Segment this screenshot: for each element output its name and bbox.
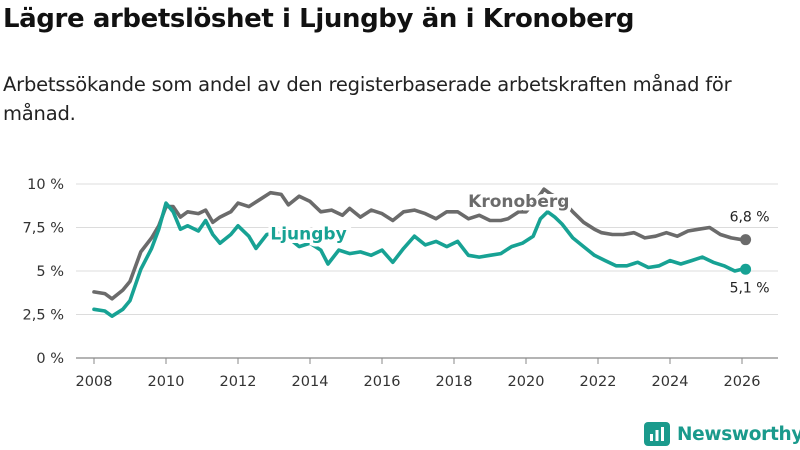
y-tick-label: 2,5 % xyxy=(23,308,64,324)
x-tick-label: 2018 xyxy=(436,374,473,390)
chart-title: Lägre arbetslöshet i Ljungby än i Kronob… xyxy=(3,4,635,34)
y-tick-label: 7,5 % xyxy=(23,221,64,237)
x-tick-label: 2008 xyxy=(76,374,113,390)
brand-logo: Newsworthy xyxy=(644,420,800,448)
x-tick-label: 2010 xyxy=(148,374,185,390)
tick-layer: 0 % 2,5 % 5 % 7,5 % 10 % 2008 2010 2012 2014 2016… xyxy=(23,177,761,390)
end-value-label-ljungby: 5,1 % xyxy=(730,280,770,296)
brand-name: Newsworthy xyxy=(677,423,800,445)
label-layer: Kronoberg Ljungby 6,8 % 5,1 % xyxy=(267,188,770,296)
series-endpoint-ljungby xyxy=(740,263,752,275)
bar-chart-icon xyxy=(644,422,670,446)
end-value-label-kronoberg: 6,8 % xyxy=(730,210,770,226)
x-tick-label: 2012 xyxy=(220,374,257,390)
series-line-ljungby xyxy=(92,201,748,318)
y-tick-label: 0 % xyxy=(36,351,64,367)
y-tick-label: 5 % xyxy=(36,264,64,280)
x-tick-label: 2022 xyxy=(580,374,617,390)
series-endpoint-kronoberg xyxy=(740,234,752,246)
series-line-kronoberg xyxy=(92,187,748,301)
y-tick-label: 10 % xyxy=(27,177,64,193)
x-tick-label: 2026 xyxy=(724,374,761,390)
series-label-kronoberg: Kronoberg xyxy=(468,192,569,212)
grid-layer xyxy=(76,183,778,359)
chart-subtitle: Arbetssökande som andel av den registerb… xyxy=(3,73,732,125)
x-tick-label: 2024 xyxy=(652,374,689,390)
x-tick-label: 2020 xyxy=(508,374,545,390)
line-layer xyxy=(92,187,752,318)
x-tick-label: 2016 xyxy=(364,374,401,390)
series-label-ljungby: Ljungby xyxy=(270,224,346,244)
x-tick-label: 2014 xyxy=(292,374,329,390)
